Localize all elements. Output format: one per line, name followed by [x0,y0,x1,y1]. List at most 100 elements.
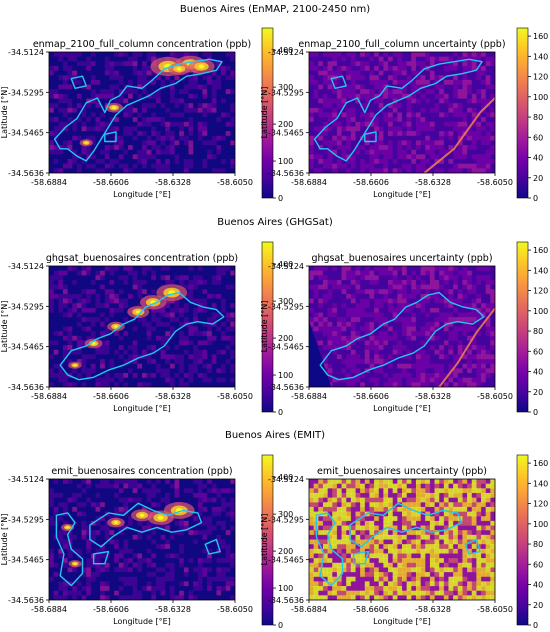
heatmap-cell [429,126,435,132]
heatmap-cell [225,340,231,346]
heatmap-cell [49,56,55,62]
heatmap-cell [481,117,487,123]
heatmap-cell [128,331,134,337]
heatmap-cell [114,544,120,550]
heatmap-cell [221,331,227,337]
heatmap-cell [443,98,449,104]
heatmap-cell [360,79,366,85]
heatmap-cell [420,121,426,127]
heatmap-cell [383,168,389,173]
heatmap-cell [76,479,82,485]
heatmap-cell [132,488,138,494]
heatmap-cell [485,135,491,141]
heatmap-cell [100,377,106,383]
heatmap-cell [128,326,134,332]
heatmap-cell [151,492,157,499]
heatmap-cell [392,307,398,313]
heatmap-cell [332,349,338,355]
heatmap-cell [467,117,473,123]
heatmap-cell [165,154,171,160]
heatmap-cell [383,326,389,332]
heatmap-cell [453,159,459,165]
heatmap-cell [67,502,73,508]
heatmap-cell [443,298,449,304]
heatmap-cell [202,117,208,123]
heatmap-cell [193,359,199,365]
heatmap-cell [471,163,477,169]
heatmap-cell [90,562,96,568]
heatmap-cell [165,126,171,132]
heatmap-cell [49,279,55,286]
heatmap-cell [448,293,454,299]
heatmap-cell [411,312,417,318]
heatmap-cell [100,492,106,499]
heatmap-cell [197,117,203,123]
heatmap-cell [332,345,338,351]
heatmap-cell [58,548,64,554]
heatmap-cell [434,140,440,146]
heatmap-cell [193,298,199,304]
heatmap-cell [104,483,110,489]
heatmap-cell [62,107,68,113]
heatmap-cell [457,70,463,76]
heatmap-cell [415,107,421,113]
heatmap-cell [100,75,106,81]
heatmap-cell [327,321,333,327]
heatmap-cell [481,335,487,341]
heatmap-cell [123,312,129,318]
heatmap-cell [439,279,445,286]
heatmap-cell [443,135,449,141]
heatmap-cell [155,373,161,379]
heatmap-cell [467,349,473,355]
heatmap-cell [202,112,208,118]
heatmap-cell [62,303,68,309]
heatmap-cell [174,321,180,327]
heatmap-cell [86,121,92,127]
heatmap-cell [169,79,175,85]
heatmap-cell [360,354,366,360]
heatmap-cell [336,349,342,355]
heatmap-cell [90,270,96,276]
heatmap-cell [76,70,82,76]
heatmap-cell [322,354,328,360]
heatmap-cell [221,377,227,383]
heatmap-cell [406,312,412,318]
heatmap-cell [81,506,87,512]
heatmap-cell [67,52,73,58]
heatmap-cell [188,363,194,369]
heatmap-cell [100,539,106,545]
heatmap-cell [49,135,55,141]
heatmap-cell [420,126,426,132]
heatmap-cell [67,168,73,173]
heatmap-cell [188,131,194,137]
heatmap-cell [411,61,417,67]
heatmap-cell [476,154,482,160]
heatmap-cell [76,79,82,85]
heatmap-cell [114,121,120,127]
heatmap-cell [364,345,370,351]
heatmap-cell [114,497,120,503]
heatmap-cell [142,65,148,72]
heatmap-cell [114,539,120,545]
heatmap-cell [81,89,87,95]
heatmap-cell [86,534,92,540]
heatmap-cell [114,586,120,592]
heatmap-cell [216,335,222,341]
heatmap-cell [62,539,68,545]
heatmap-cell [165,354,171,360]
heatmap-cell [132,544,138,550]
heatmap-cell [128,548,134,554]
heatmap-cell [415,65,421,72]
heatmap-cell [402,107,408,113]
heatmap-cell [151,590,157,596]
heatmap-cell [457,154,463,160]
heatmap-cell [109,56,115,62]
heatmap-cell [364,117,370,123]
heatmap-cell [378,163,384,169]
heatmap-cell [332,121,338,127]
heatmap-cell [151,345,157,351]
heatmap-cell [53,61,59,67]
heatmap-cell [67,534,73,540]
heatmap-cell [309,284,315,290]
heatmap-cell [462,335,468,341]
